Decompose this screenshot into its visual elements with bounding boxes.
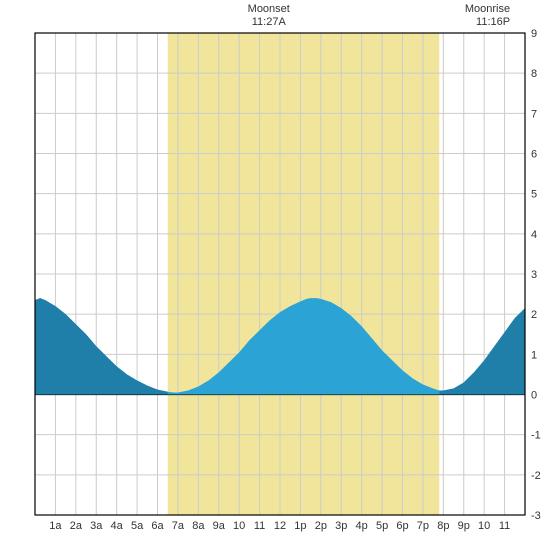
moonset-label: Moonset (248, 3, 290, 15)
xtick-label: 6a (151, 520, 164, 532)
xtick-label: 1p (294, 520, 306, 532)
xtick-label: 8a (192, 520, 205, 532)
xtick-label: 12 (274, 520, 286, 532)
xtick-label: 3a (90, 520, 103, 532)
xtick-label: 9a (213, 520, 226, 532)
xtick-label: 1a (49, 520, 62, 532)
xtick-label: 7a (172, 520, 185, 532)
tide-chart: -3-2-101234567891a2a3a4a5a6a7a8a9a101112… (0, 0, 550, 550)
xtick-label: 2p (315, 520, 327, 532)
xtick-label: 4a (111, 520, 124, 532)
ytick-label: 1 (531, 349, 537, 361)
ytick-label: -3 (531, 510, 541, 522)
xtick-label: 10 (233, 520, 245, 532)
xtick-label: 5a (131, 520, 144, 532)
ytick-label: 5 (531, 189, 537, 201)
ytick-label: 4 (531, 229, 537, 241)
ytick-label: -1 (531, 430, 541, 442)
xtick-label: 4p (356, 520, 368, 532)
ytick-label: 0 (531, 390, 537, 402)
xtick-label: 8p (437, 520, 449, 532)
ytick-label: 8 (531, 68, 537, 80)
ytick-label: -2 (531, 470, 541, 482)
xtick-label: 5p (376, 520, 388, 532)
xtick-label: 3p (335, 520, 347, 532)
ytick-label: 2 (531, 309, 537, 321)
moonset-time: 11:27A (252, 16, 287, 28)
xtick-label: 9p (458, 520, 470, 532)
xtick-label: 11 (254, 520, 265, 532)
xtick-label: 6p (396, 520, 408, 532)
moonrise-label: Moonrise (465, 3, 510, 15)
xtick-label: 10 (478, 520, 490, 532)
ytick-label: 7 (531, 108, 537, 120)
ytick-label: 6 (531, 149, 537, 161)
xtick-label: 11 (499, 520, 510, 532)
chart-svg: -3-2-101234567891a2a3a4a5a6a7a8a9a101112… (0, 0, 550, 550)
xtick-label: 7p (417, 520, 429, 532)
moonrise-time: 11:16P (476, 16, 510, 28)
ytick-label: 9 (531, 28, 537, 40)
xtick-label: 2a (70, 520, 83, 532)
ytick-label: 3 (531, 269, 537, 281)
